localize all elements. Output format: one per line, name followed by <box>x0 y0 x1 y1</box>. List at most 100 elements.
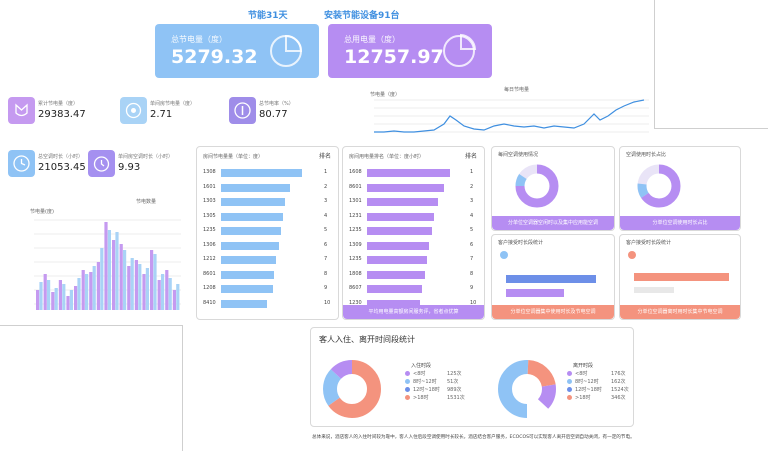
bar <box>172 290 176 310</box>
bar <box>161 274 165 310</box>
bar-chart-plot <box>34 219 181 310</box>
bar <box>77 278 81 310</box>
rank-bar <box>367 198 438 206</box>
legend-row: 8时~12时 162次 <box>567 378 629 386</box>
legend-value: 1524次 <box>611 387 629 393</box>
legend-row: 12时~18时 1524次 <box>567 386 629 394</box>
donut-chart <box>637 164 681 208</box>
rank-bar <box>221 169 302 177</box>
kpi-label: 总空调时长（小时） <box>38 154 84 160</box>
bar <box>506 289 564 297</box>
room-number: 8601 <box>349 183 362 190</box>
checkin-donut <box>323 360 381 418</box>
mini-panel-footer-button[interactable]: 分单位空调器空闲时以及集中应用能空调 <box>492 216 614 230</box>
total-saved-card: 总节电量（度） 5279.32 <box>155 24 319 78</box>
checkout-donut <box>498 360 556 418</box>
bar <box>89 272 93 310</box>
mini-panel-footer-button[interactable]: 分单位空调器集中使用时长及节电空调 <box>492 305 614 319</box>
bar <box>96 262 100 310</box>
rank-row: 1308 1 <box>197 167 338 179</box>
rank-used-title: 房间用电量排名（单位：度小时） <box>349 154 425 160</box>
room-number: 1608 <box>349 169 362 175</box>
bar <box>39 282 43 310</box>
legend-label: 8时~12时 <box>413 379 437 385</box>
bar <box>112 240 116 310</box>
info-icon <box>229 97 256 124</box>
bar <box>634 287 674 293</box>
bar <box>134 260 138 310</box>
clock-icon <box>8 150 35 177</box>
mini-panel-ac-duration: 空调使用时长占比 分单位空调使用时长占比 <box>619 146 741 231</box>
bar <box>127 266 131 310</box>
legend-dot <box>628 251 636 259</box>
bar <box>115 232 119 310</box>
kpi-value: 21053.45 <box>38 162 86 173</box>
bar <box>153 254 157 310</box>
room-number: 1230 <box>349 299 362 306</box>
shield-icon <box>8 97 35 124</box>
bar <box>123 250 127 310</box>
room-number: 1305 <box>203 212 216 219</box>
rank-row: 8601 8 <box>197 269 338 281</box>
line-chart-ylabel: 节电量（度） <box>370 92 401 98</box>
rank-row: 8607 9 <box>343 283 484 295</box>
legend-row: >18时 1531次 <box>405 394 465 402</box>
legend-row: <8时 125次 <box>405 370 465 378</box>
mini-panel-footer-button[interactable]: 分单位空调使用时长占比 <box>620 216 740 230</box>
kpi-total-ac-hours: 总空调时长（小时） 21053.45 <box>8 150 118 180</box>
room-number: 8410 <box>203 299 216 306</box>
room-number: 1208 <box>203 285 216 291</box>
mini-panel-title: 客户接受时长段统计 <box>626 240 672 246</box>
divider-line <box>654 128 768 129</box>
footnote: 总体来说，酒店客人的入住时间较为靠中，客人入住后段空调使用时长较长。酒店结合客户… <box>312 435 635 440</box>
bar <box>165 270 169 310</box>
rank-row: 1601 2 <box>197 182 338 194</box>
kpi-value: 29383.47 <box>38 109 86 120</box>
line-chart-legend: 每日节电量 <box>504 87 530 93</box>
rank-bar <box>367 183 444 192</box>
bar-chart-legend: 节电数量 <box>136 199 157 205</box>
room-number: 1235 <box>349 227 362 233</box>
legend-row: 12时~18时 989次 <box>405 386 465 394</box>
room-number: 1309 <box>349 241 362 248</box>
kpi-room-ac-hours: 单间房空调时长（小时） 9.93 <box>88 150 198 180</box>
bar <box>85 274 89 310</box>
rank-number: 10 <box>324 299 331 306</box>
total-used-value: 12757.97 <box>344 46 444 68</box>
bar <box>47 280 51 310</box>
legend-label: <8时 <box>413 371 426 377</box>
checkin-legend: <8时 125次 8时~12时 51次 12时~18时 989次 >18时 15… <box>405 370 465 402</box>
bar <box>100 248 104 310</box>
rank-header: 排名 <box>319 153 332 160</box>
rank-bar <box>221 198 285 206</box>
rank-number: 7 <box>324 256 328 262</box>
room-number: 1212 <box>203 256 216 262</box>
rank-row: 1303 3 <box>197 196 338 208</box>
rank-row: 1212 7 <box>197 254 338 266</box>
rank-used-footer-button[interactable]: 平均用电量高额房间服务评，省者点优算 <box>343 305 484 319</box>
alarm-icon <box>88 150 115 177</box>
legend-value: 125次 <box>447 371 462 377</box>
rank-row: 1306 6 <box>197 240 338 252</box>
donut-chart <box>515 164 559 208</box>
mini-panel-footer-button[interactable]: 分单位空调器离时用时长集中节电空调 <box>620 305 740 319</box>
room-number: 1301 <box>349 198 362 204</box>
checkin-checkout-panel: 客人入住、离开时间段统计 入住时段 <8时 125次 8时~12时 51次 12… <box>310 327 634 427</box>
mini-panel-title: 每间空调使用情况 <box>498 152 539 158</box>
legend-dot <box>405 387 410 392</box>
room-number: 1308 <box>203 169 216 175</box>
rank-bar <box>221 299 267 308</box>
bar <box>66 296 70 310</box>
legend-value: 51次 <box>447 379 459 385</box>
rank-number: 8 <box>324 270 328 277</box>
bar <box>506 275 596 283</box>
rank-number: 3 <box>470 198 474 204</box>
bar <box>92 266 96 310</box>
pie-icon <box>270 34 303 67</box>
room-number: 1306 <box>203 241 216 248</box>
rank-row: 1230 10 <box>343 298 484 310</box>
legend-dot <box>405 379 410 384</box>
kpi-label: 单间房空调时长（小时） <box>118 154 174 160</box>
bar <box>54 288 58 310</box>
legend-label: 12时~18时 <box>413 387 440 393</box>
